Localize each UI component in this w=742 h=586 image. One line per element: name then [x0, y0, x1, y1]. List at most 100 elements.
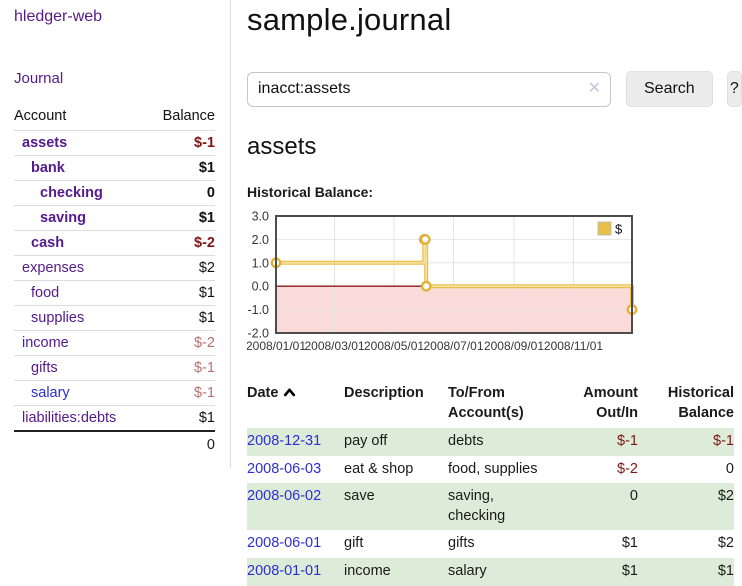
account-row: food $1: [14, 280, 215, 306]
legend-swatch: [597, 221, 612, 236]
account-balance: $1: [146, 405, 215, 431]
sidebar-accounts-body: assets $-1 bank $1 checking 0 saving $1 cash $-2 e…: [14, 130, 215, 431]
column-header-description[interactable]: Description: [344, 385, 424, 401]
register-row: 2008-01-01 income salary $1 $1: [247, 557, 734, 586]
account-balance: $-1: [146, 380, 215, 406]
account-balance: $1: [146, 205, 215, 231]
account-name-cell: saving: [14, 205, 147, 231]
sort-ascending-icon: [284, 388, 296, 397]
svg-text:2008/01/01: 2008/01/01: [247, 339, 306, 353]
svg-text:2008/03/01: 2008/03/01: [304, 339, 364, 353]
transaction-date-link[interactable]: 2008-12-31: [247, 433, 322, 450]
account-link-food[interactable]: food: [31, 285, 60, 301]
accounts-header-account: Account: [14, 108, 67, 124]
account-link-liabilities-debts[interactable]: liabilities:debts: [22, 410, 117, 426]
account-balance: $-2: [146, 230, 215, 256]
account-balance: $-1: [146, 355, 215, 381]
main-content: sample.journal ✕ Search ? assets Histori…: [231, 0, 742, 586]
balance-cell: $-1: [713, 433, 734, 450]
search-bar: ✕ Search ?: [247, 71, 742, 107]
svg-text:2008/09/01: 2008/09/01: [484, 339, 544, 353]
account-link-cash[interactable]: cash: [31, 235, 65, 251]
account-link-salary[interactable]: salary: [31, 385, 70, 401]
accounts-total-value: 0: [146, 430, 215, 458]
amount-cell: $-1: [617, 433, 638, 450]
date-cell: 2008-06-03: [247, 456, 344, 484]
accounts-total-row: 0: [14, 430, 215, 458]
account-row: income $-2: [14, 330, 215, 356]
account-link-gifts[interactable]: gifts: [31, 360, 58, 376]
svg-text:2008/07/01: 2008/07/01: [423, 339, 483, 353]
accounts-cell: food, supplies: [448, 460, 538, 477]
accounts-table: Account Balance assets $-1 bank $1 checking 0…: [14, 105, 215, 458]
account-balance: $1: [146, 305, 215, 331]
register-row: 2008-06-02 save saving, checking 0 $2: [247, 483, 734, 531]
svg-text:2008/05/01: 2008/05/01: [364, 339, 424, 353]
transaction-date-link[interactable]: 2008-06-02: [247, 488, 322, 505]
date-cell: 2008-01-01: [247, 558, 344, 586]
svg-text:-2.0: -2.0: [247, 327, 269, 341]
column-header-accounts[interactable]: To/From Account(s): [448, 385, 524, 421]
date-cell: 2008-06-02: [247, 483, 344, 530]
sidebar-item-journal[interactable]: Journal: [14, 70, 64, 87]
amount-cell: $1: [621, 535, 638, 552]
historical-balance-chart: 3.0 2.0 1.0 0.0 -1.0 -2.02008/01/012008/03/01…: [246, 210, 638, 353]
account-balance: $1: [146, 280, 215, 306]
brand-link[interactable]: hledger-web: [14, 8, 103, 25]
accounts-cell: saving, checking: [448, 488, 506, 524]
date-cell: 2008-12-31: [247, 428, 344, 456]
svg-text:-1.0: -1.0: [247, 303, 269, 317]
account-link-saving[interactable]: saving: [40, 210, 86, 226]
svg-text:3.0: 3.0: [252, 210, 269, 224]
account-row: cash $-2: [14, 230, 215, 256]
transaction-date-link[interactable]: 2008-06-03: [247, 460, 322, 477]
account-link-bank[interactable]: bank: [31, 160, 65, 176]
column-header-date[interactable]: Date: [247, 382, 344, 428]
accounts-cell: salary: [448, 562, 487, 579]
register-row: 2008-06-01 gift gifts $1 $2: [247, 530, 734, 558]
page-title: sample.journal: [247, 2, 452, 37]
help-button[interactable]: ?: [726, 71, 742, 107]
balance-cell: $2: [717, 488, 734, 505]
total-spacer: [14, 430, 147, 458]
account-name-cell: income: [14, 330, 147, 356]
accounts-header-balance: Balance: [162, 108, 215, 124]
account-name-cell: checking: [14, 180, 147, 206]
column-header-amount[interactable]: Amount Out/In: [583, 385, 638, 421]
register-row: 2008-06-03 eat & shop food, supplies $-2 0: [247, 456, 734, 484]
description-cell: eat & shop: [344, 460, 414, 477]
account-row: salary $-1: [14, 380, 215, 406]
amount-cell: $1: [621, 562, 638, 579]
account-row: saving $1: [14, 205, 215, 231]
search-input[interactable]: [247, 71, 611, 107]
account-balance: 0: [146, 180, 215, 206]
account-name-cell: salary: [14, 380, 147, 406]
account-name-cell: liabilities:debts: [14, 405, 147, 431]
account-link-income[interactable]: income: [22, 335, 69, 351]
account-link-expenses[interactable]: expenses: [22, 260, 85, 276]
balance-cell: 0: [725, 460, 734, 477]
account-link-supplies[interactable]: supplies: [31, 310, 85, 326]
transaction-date-link[interactable]: 2008-06-01: [247, 535, 322, 552]
column-header-balance[interactable]: Historical Balance: [667, 385, 734, 421]
clear-search-icon[interactable]: ✕: [587, 79, 601, 97]
balance-cell: $2: [717, 535, 734, 552]
accounts-cell: gifts: [448, 535, 475, 552]
account-name-cell: cash: [14, 230, 147, 256]
account-balance: $-2: [146, 330, 215, 356]
account-name-cell: supplies: [14, 305, 147, 331]
accounts-header-row: Account Balance: [14, 105, 215, 131]
register-table: Date Description To/From Account(s) Amou…: [247, 382, 734, 586]
svg-text:2008/11/01: 2008/11/01: [544, 339, 603, 353]
transaction-date-link[interactable]: 2008-01-01: [247, 562, 322, 579]
search-button[interactable]: Search: [626, 71, 713, 107]
account-link-checking[interactable]: checking: [40, 185, 103, 201]
account-link-assets[interactable]: assets: [22, 135, 68, 151]
register-row: 2008-12-31 pay off debts $-1 $-1: [247, 428, 734, 456]
account-name-cell: bank: [14, 155, 147, 181]
date-cell: 2008-06-01: [247, 530, 344, 558]
account-balance: $-1: [146, 130, 215, 156]
account-name-cell: food: [14, 280, 147, 306]
account-row: liabilities:debts $1: [14, 405, 215, 431]
svg-text:0.0: 0.0: [252, 280, 269, 294]
